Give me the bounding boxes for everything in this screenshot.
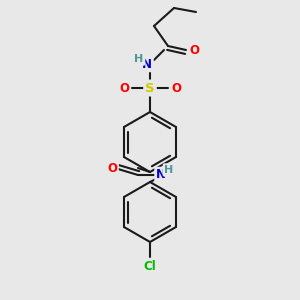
Text: S: S <box>145 82 155 94</box>
Text: O: O <box>119 82 129 94</box>
Text: O: O <box>189 44 199 56</box>
Text: Cl: Cl <box>144 260 156 272</box>
Text: H: H <box>164 165 174 175</box>
Text: N: N <box>142 58 152 70</box>
Text: O: O <box>171 82 181 94</box>
Text: H: H <box>134 54 144 64</box>
Text: N: N <box>156 169 166 182</box>
Text: O: O <box>107 163 117 176</box>
